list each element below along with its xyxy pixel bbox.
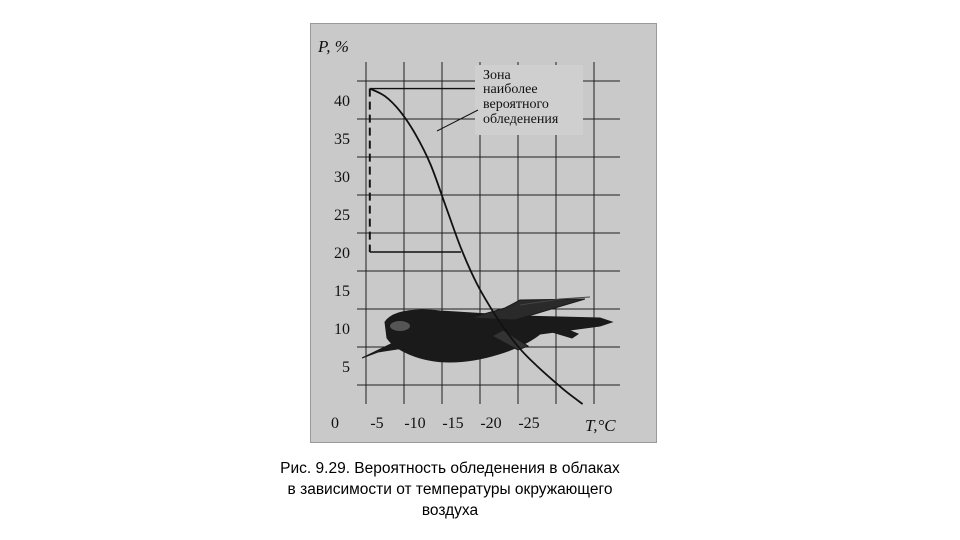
annotation-line-3: вероятного	[483, 97, 549, 112]
y-tick-label: 30	[334, 169, 350, 186]
axis-ticks: 0 -5 -10 -15 -20 -25 5 10 15 20 25 30 35 40	[331, 93, 540, 432]
x-tick-label: 0	[331, 415, 339, 432]
y-tick-label: 35	[334, 131, 350, 148]
y-tick-label: 10	[334, 321, 350, 338]
y-axis-label: P, %	[317, 37, 349, 56]
annotation-leader	[436, 109, 479, 132]
annotation-text: Зона наиболее вероятного обледенения	[483, 68, 559, 127]
y-tick-label: 15	[334, 283, 350, 300]
caption-line-3: воздуха	[421, 502, 479, 519]
y-tick-label: 5	[342, 359, 350, 376]
y-tick-label: 20	[334, 245, 350, 262]
x-tick-label: -5	[370, 415, 383, 432]
airplane-illustration	[361, 296, 614, 363]
annotation-line-2: наиболее	[483, 82, 538, 97]
caption-line-2: в зависимости от температуры окружающего	[287, 481, 613, 498]
x-tick-label: -25	[518, 415, 539, 432]
x-axis-label: T,°C	[585, 416, 616, 435]
caption-line-1: Рис. 9.29. Вероятность обледенения в обл…	[280, 460, 620, 477]
y-tick-label: 25	[334, 207, 350, 224]
annotation-box	[475, 65, 583, 135]
annotation-line-1: Зона	[483, 68, 512, 83]
y-tick-label: 40	[334, 93, 350, 110]
probability-curve	[369, 87, 584, 405]
x-tick-label: -20	[480, 415, 501, 432]
figure-caption: Рис. 9.29. Вероятность обледенения в обл…	[240, 458, 660, 521]
x-tick-label: -15	[442, 415, 463, 432]
annotation-line-4: обледенения	[483, 112, 559, 127]
x-tick-label: -10	[404, 415, 425, 432]
